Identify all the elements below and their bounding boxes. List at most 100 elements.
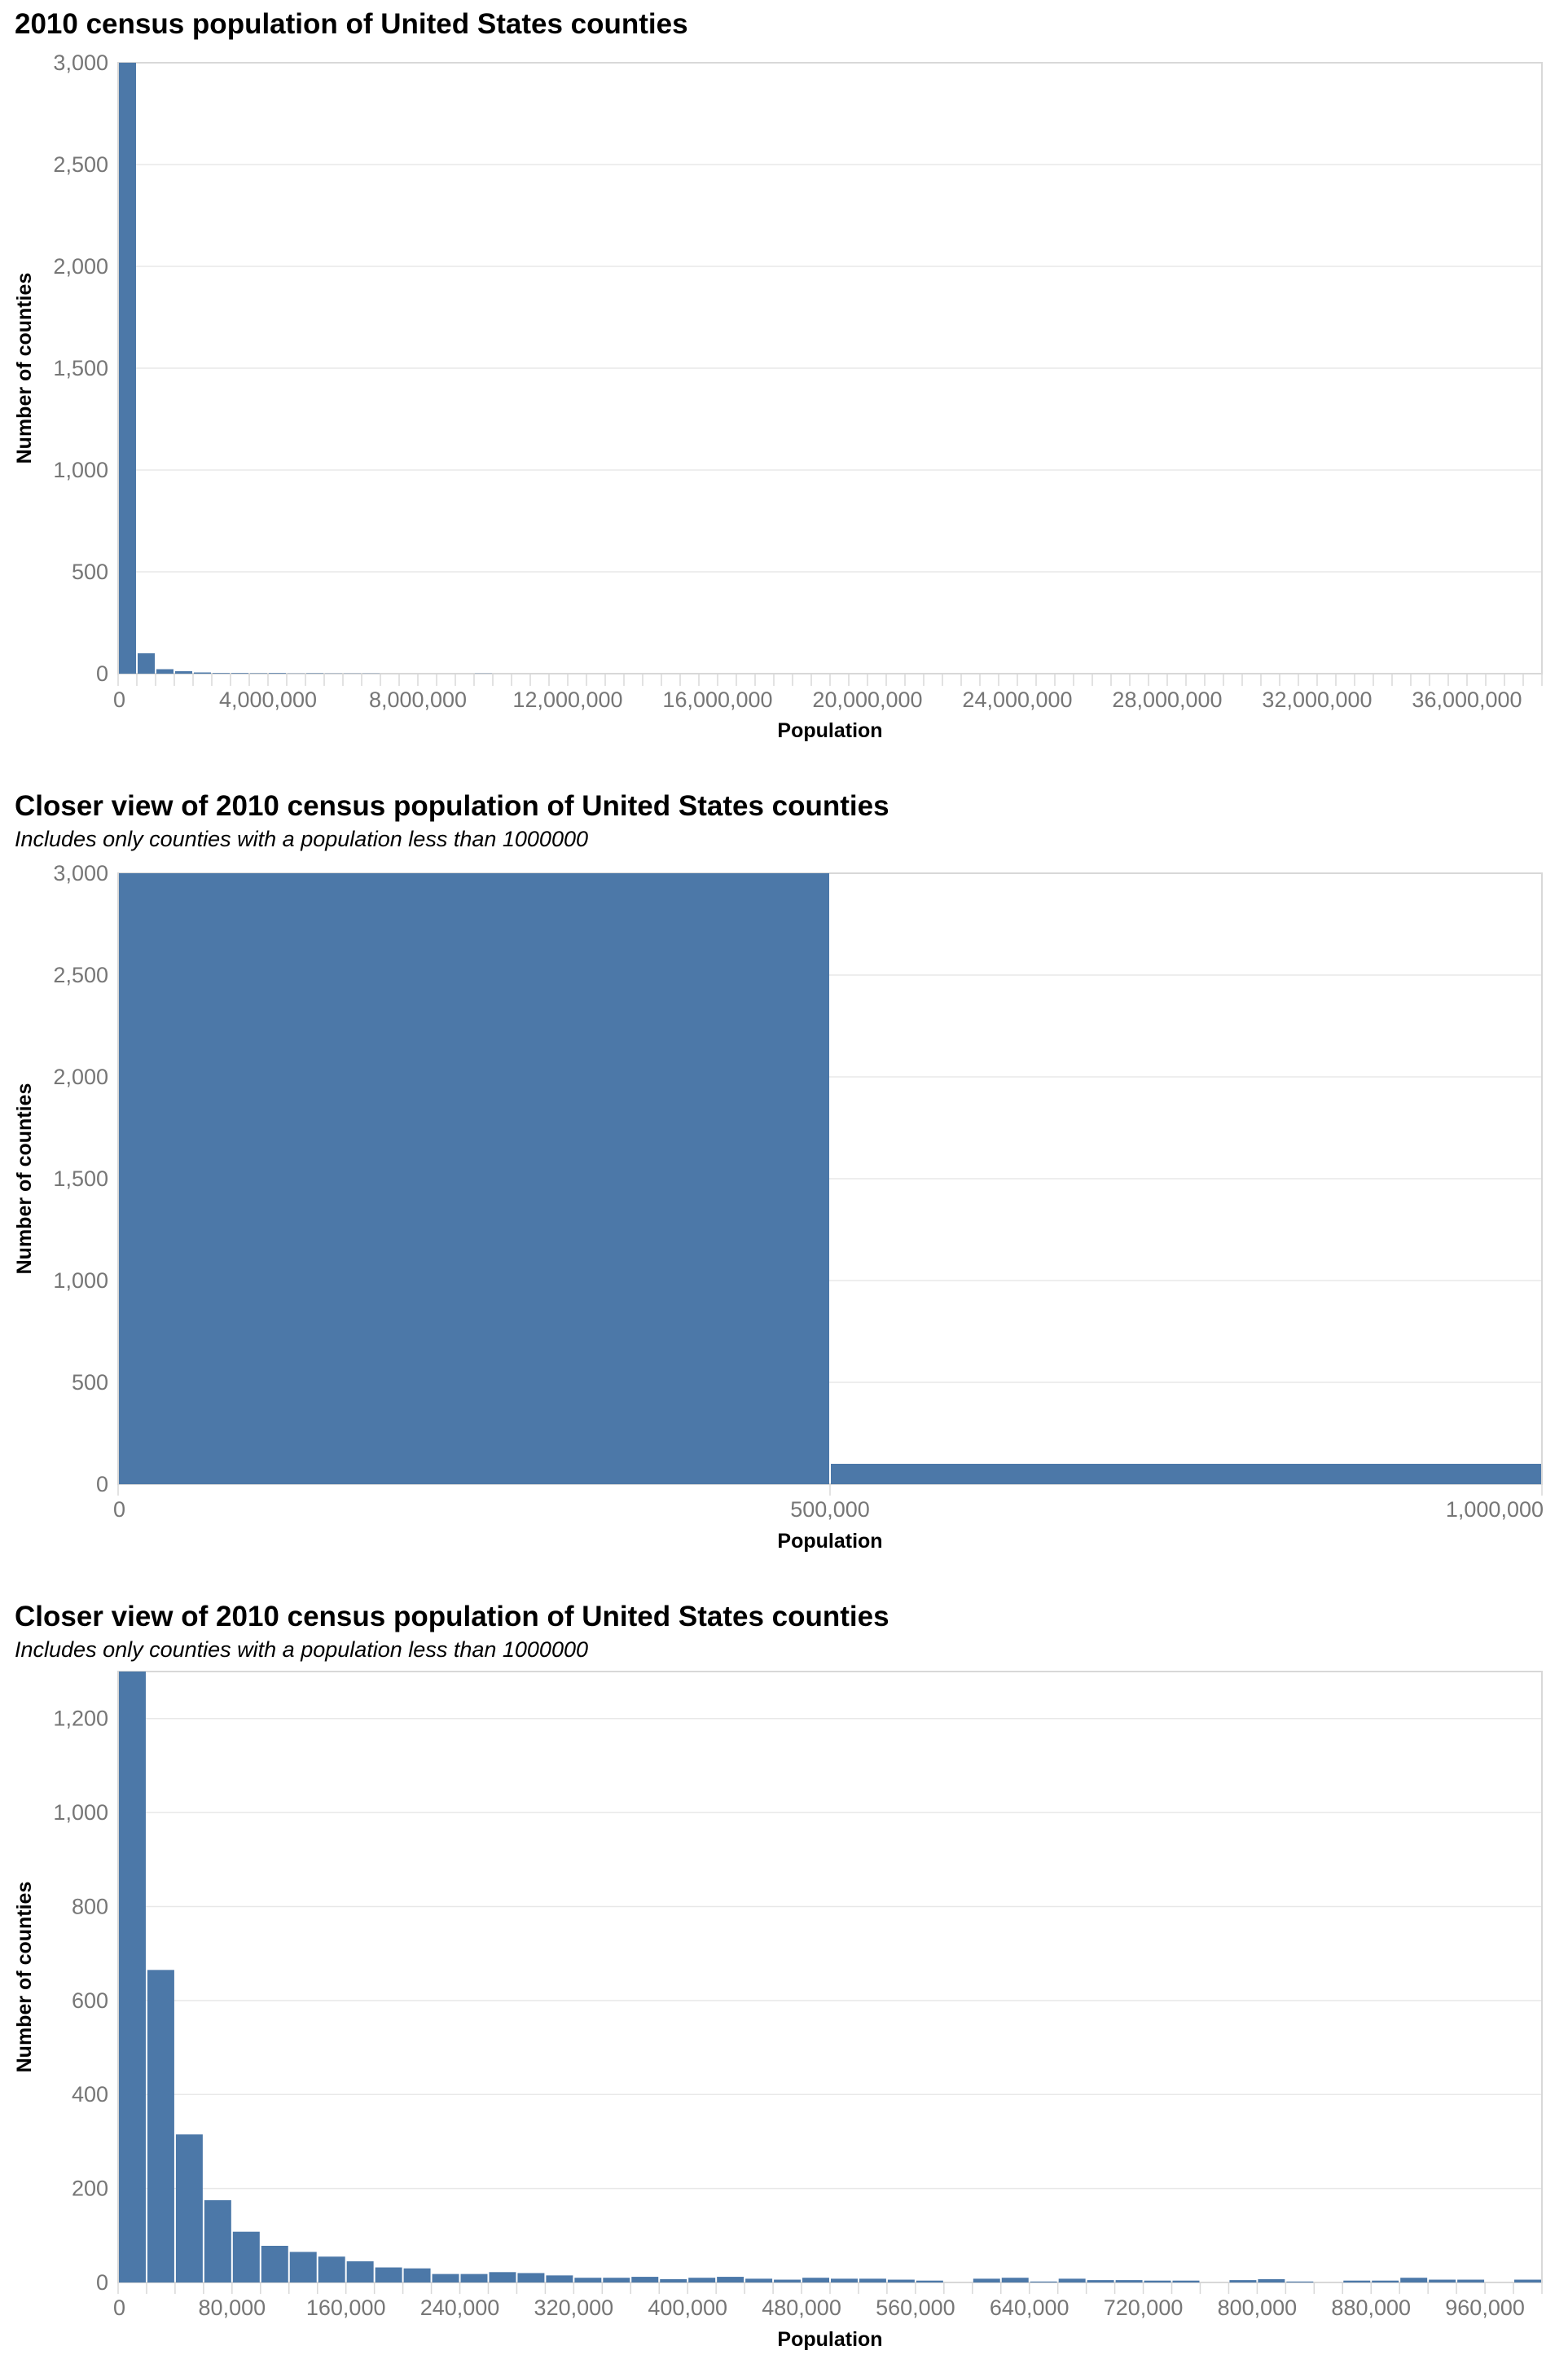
bar xyxy=(147,1970,174,2282)
x-tick-label: 12,000,000 xyxy=(512,688,622,712)
x-tick-label: 80,000 xyxy=(199,2296,266,2320)
bar xyxy=(1058,2278,1086,2282)
x-tick-label: 16,000,000 xyxy=(662,688,772,712)
chart-subtitle: Includes only counties with a population… xyxy=(15,1637,588,1662)
bar xyxy=(375,2267,402,2282)
bar xyxy=(631,2277,659,2282)
bar xyxy=(1429,2279,1456,2282)
x-tick-label: 0 xyxy=(113,2296,125,2320)
gridlines xyxy=(118,1717,1542,2283)
chart-panel-1: 2010 census population of United States … xyxy=(0,0,1568,766)
bar xyxy=(1514,2279,1541,2282)
y-tick-label: 1,000 xyxy=(53,1800,108,1825)
x-axis: 0 500,000 1,000,000 xyxy=(113,1484,1544,1522)
bar xyxy=(745,2278,773,2282)
x-tick-label: 500,000 xyxy=(790,1497,870,1522)
bar xyxy=(688,2278,716,2282)
y-tick-label: 1,500 xyxy=(53,356,108,380)
y-axis: 0 500 1,000 1,500 2,000 2,500 3,000 xyxy=(53,861,108,1496)
y-tick-label: 1,000 xyxy=(53,1268,108,1293)
bar xyxy=(269,673,286,674)
y-tick-label: 2,000 xyxy=(53,1065,108,1089)
y-tick-label: 500 xyxy=(72,1370,108,1395)
y-tick-label: 0 xyxy=(96,2270,108,2295)
x-axis: 0 80,000 160,000 240,000 320,000 400,000 480,0… xyxy=(113,2282,1543,2320)
x-tick-label: 160,000 xyxy=(306,2296,386,2320)
bar xyxy=(660,2278,687,2282)
bar xyxy=(175,671,192,674)
x-tick-label: 720,000 xyxy=(1104,2296,1184,2320)
y-tick-label: 0 xyxy=(96,661,108,686)
bar xyxy=(432,2274,459,2282)
chart-panel-3: Closer view of 2010 census population of… xyxy=(0,1584,1568,2368)
x-tick-label: 800,000 xyxy=(1218,2296,1298,2320)
chart-title: Closer view of 2010 census population of… xyxy=(15,1601,889,1632)
y-tick-label: 600 xyxy=(72,1988,108,2013)
bar xyxy=(1457,2279,1485,2282)
y-tick-label: 2,500 xyxy=(53,963,108,987)
x-tick-label: 880,000 xyxy=(1331,2296,1411,2320)
bar xyxy=(318,2256,345,2282)
plot-frame xyxy=(117,1671,1543,2283)
bar xyxy=(1343,2280,1371,2282)
bar xyxy=(213,673,230,674)
x-tick-label: 0 xyxy=(113,688,125,712)
bars xyxy=(119,873,1541,1484)
y-axis: 0 200 400 600 800 1,000 1,200 xyxy=(53,1707,108,2295)
x-axis-title: Population xyxy=(777,1530,882,1553)
bar xyxy=(1172,2280,1200,2282)
y-axis-title: Number of counties xyxy=(13,1083,36,1275)
x-tick-label: 960,000 xyxy=(1445,2296,1525,2320)
bar xyxy=(489,2272,516,2282)
bar xyxy=(289,2252,317,2282)
x-tick-label: 24,000,000 xyxy=(962,688,1072,712)
bar xyxy=(156,669,173,674)
y-tick-label: 200 xyxy=(72,2177,108,2201)
bar xyxy=(175,2134,203,2282)
bar xyxy=(119,1672,146,2282)
bar xyxy=(859,2278,886,2282)
bar xyxy=(1144,2280,1171,2282)
bar xyxy=(973,2278,1000,2282)
x-tick-label: 8,000,000 xyxy=(369,688,467,712)
bar xyxy=(916,2280,943,2282)
y-tick-label: 800 xyxy=(72,1894,108,1918)
x-axis: 0 4,000,000 8,000,000 12,000,000 16,000,000 2… xyxy=(113,674,1543,712)
bar xyxy=(138,653,155,674)
x-tick-label: 1,000,000 xyxy=(1446,1497,1544,1522)
gridlines xyxy=(118,62,1542,674)
x-tick-label: 28,000,000 xyxy=(1112,688,1222,712)
chart-3: 0 200 400 600 800 1,000 1,200 0 80,000 160,000 240… xyxy=(13,1671,1543,2351)
x-tick-label: 20,000,000 xyxy=(812,688,922,712)
chart-subtitle: Includes only counties with a population… xyxy=(15,827,588,851)
chart-title: 2010 census population of United States … xyxy=(15,8,688,40)
x-tick-label: 400,000 xyxy=(648,2296,727,2320)
bar xyxy=(802,2278,829,2282)
y-tick-label: 2,500 xyxy=(53,152,108,177)
bar xyxy=(517,2273,545,2282)
bars xyxy=(119,63,492,674)
y-axis-title: Number of counties xyxy=(13,273,36,464)
y-tick-label: 1,000 xyxy=(53,458,108,482)
chart-2: 0 500 1,000 1,500 2,000 2,500 3,000 0 500,000 1,0… xyxy=(13,861,1544,1553)
x-tick-label: 4,000,000 xyxy=(219,688,317,712)
chart-1: 0 500 1,000 1,500 2,000 2,500 3,000 0 4,000,000 8… xyxy=(13,51,1543,742)
bar xyxy=(119,873,829,1484)
y-axis: 0 500 1,000 1,500 2,000 2,500 3,000 xyxy=(53,51,108,686)
y-tick-label: 1,500 xyxy=(53,1166,108,1191)
bar xyxy=(774,2279,802,2282)
bar xyxy=(261,2246,288,2282)
bars xyxy=(119,1672,1541,2282)
bar xyxy=(232,2231,260,2282)
x-tick-label: 560,000 xyxy=(876,2296,955,2320)
bar xyxy=(887,2279,915,2282)
y-tick-label: 3,000 xyxy=(53,51,108,75)
bar xyxy=(1115,2280,1143,2282)
x-tick-label: 480,000 xyxy=(762,2296,841,2320)
bar xyxy=(346,2261,374,2282)
bar xyxy=(403,2268,431,2282)
x-tick-label: 0 xyxy=(113,1497,125,1522)
bar xyxy=(1087,2280,1114,2282)
bar xyxy=(831,2278,858,2282)
x-axis-title: Population xyxy=(777,719,882,742)
